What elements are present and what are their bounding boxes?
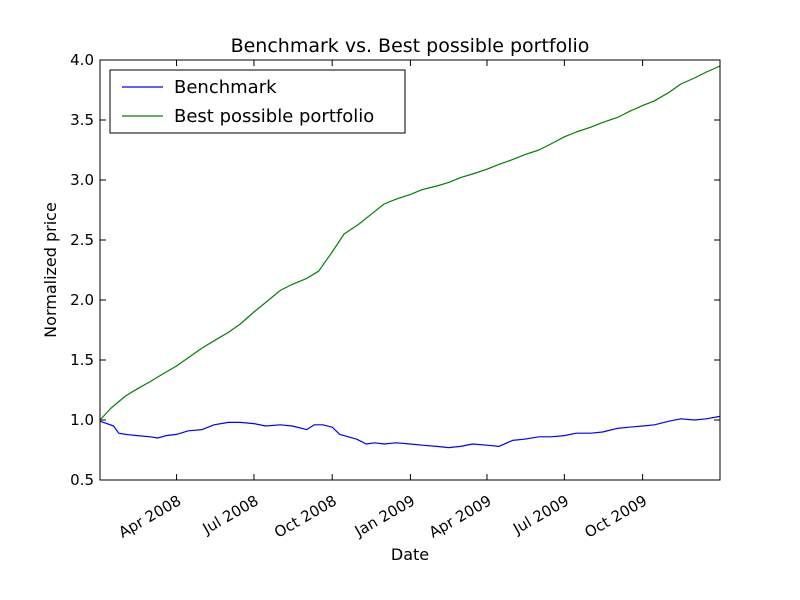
series-line-best-portfolio bbox=[99, 65, 721, 421]
series-line-benchmark bbox=[99, 415, 721, 449]
y-axis-label: Normalized price bbox=[41, 202, 60, 338]
y-tick-label: 3.5 bbox=[70, 111, 94, 129]
y-tick-label: 0.5 bbox=[70, 471, 94, 489]
legend: Benchmark Best possible portfolio bbox=[109, 69, 406, 134]
legend-box bbox=[109, 69, 406, 134]
x-axis-label: Date bbox=[391, 545, 429, 564]
chart-title: Benchmark vs. Best possible portfolio bbox=[231, 35, 590, 57]
y-tick-label: 4.0 bbox=[70, 51, 94, 69]
y-tick-label: 1.5 bbox=[70, 351, 94, 369]
legend-label-benchmark: Benchmark bbox=[174, 77, 277, 98]
series-layer bbox=[99, 65, 721, 449]
y-tick-label: 1.0 bbox=[70, 411, 94, 429]
legend-label-best-portfolio: Best possible portfolio bbox=[174, 106, 374, 127]
y-tick-label: 2.0 bbox=[70, 291, 94, 309]
y-tick-label: 2.5 bbox=[70, 231, 94, 249]
y-axis: 0.5 1.0 1.5 2.0 2.5 3.0 3.5 4.0 bbox=[70, 51, 720, 489]
y-tick-label: 3.0 bbox=[70, 171, 94, 189]
